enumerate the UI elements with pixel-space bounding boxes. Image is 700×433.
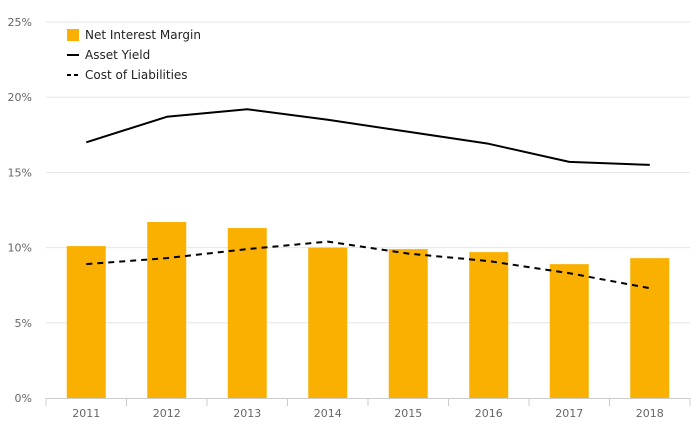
y-axis: 0% 5% 10% 15% 20% 25% xyxy=(8,16,32,405)
legend-swatch xyxy=(67,29,79,41)
bar xyxy=(227,228,267,398)
x-tick-label: 2011 xyxy=(72,407,100,420)
y-tick-label: 25% xyxy=(8,16,32,29)
x-tick-label: 2017 xyxy=(555,407,583,420)
y-tick-label: 20% xyxy=(8,91,32,104)
bar xyxy=(66,246,106,398)
x-tick-label: 2018 xyxy=(636,407,664,420)
bar xyxy=(469,252,509,398)
y-tick-label: 10% xyxy=(8,242,32,255)
y-tick-label: 5% xyxy=(15,317,32,330)
line-series xyxy=(85,108,650,290)
x-tick-label: 2016 xyxy=(475,407,503,420)
x-axis: 2011 2012 2013 2014 2015 2016 2017 2018 xyxy=(45,398,691,420)
bar xyxy=(549,264,589,398)
x-tick-label: 2014 xyxy=(314,407,342,420)
legend-label: Asset Yield xyxy=(85,48,150,62)
legend: Net Interest Margin Asset Yield Cost of Li… xyxy=(67,28,201,82)
bar xyxy=(388,249,428,398)
bar-series xyxy=(66,222,670,398)
bar xyxy=(308,247,348,398)
bar xyxy=(630,258,670,398)
x-tick-label: 2015 xyxy=(394,407,422,420)
y-tick-label: 15% xyxy=(8,166,32,179)
series-line xyxy=(85,108,650,166)
x-tick-label: 2012 xyxy=(153,407,181,420)
x-tick-label: 2013 xyxy=(233,407,261,420)
legend-label: Cost of Liabilities xyxy=(85,68,188,82)
y-tick-label: 0% xyxy=(15,392,32,405)
legend-label: Net Interest Margin xyxy=(85,28,201,42)
bar xyxy=(147,222,187,398)
